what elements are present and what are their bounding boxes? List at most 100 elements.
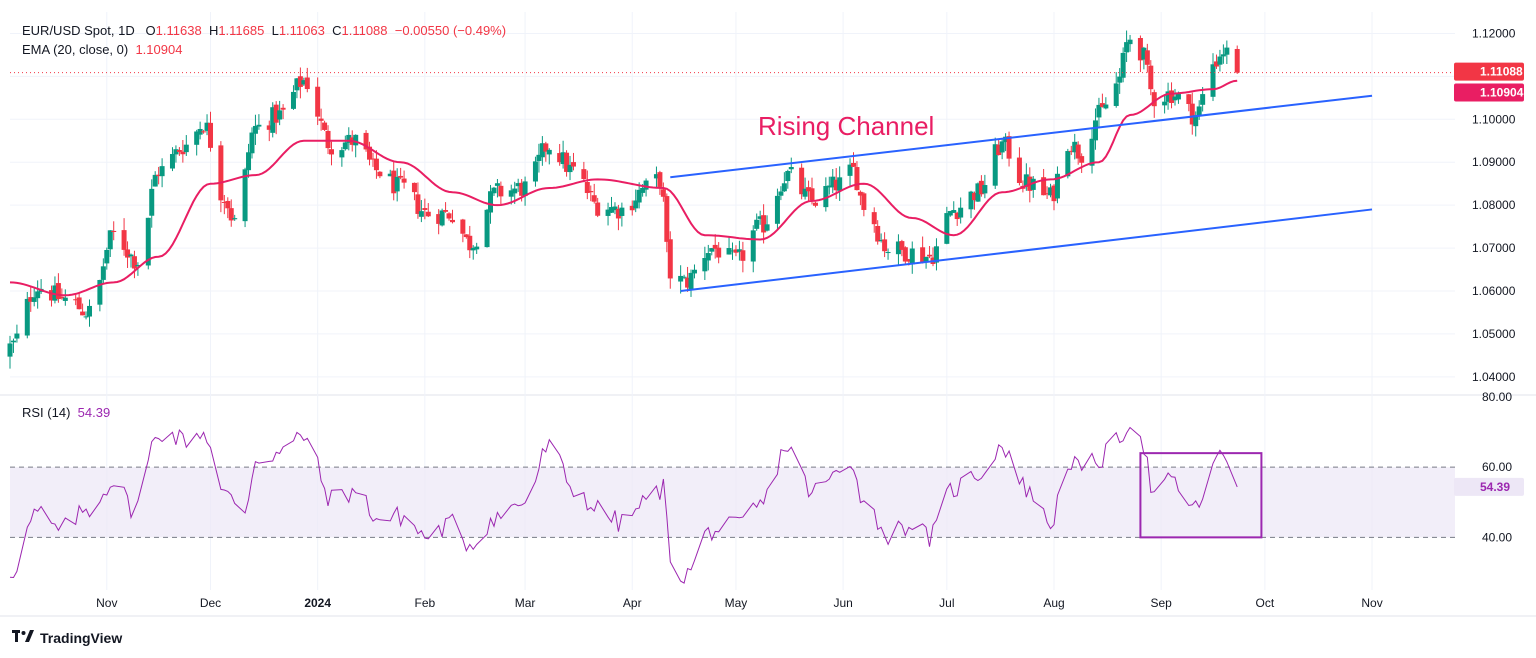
candle-body bbox=[315, 86, 321, 117]
candle-body bbox=[156, 174, 162, 177]
candle-body bbox=[754, 219, 760, 229]
rsi-tick-label: 80.00 bbox=[1482, 390, 1512, 404]
candle-body bbox=[391, 170, 397, 194]
candle-body bbox=[667, 239, 673, 279]
candle-body bbox=[854, 167, 860, 191]
candle-body bbox=[774, 195, 780, 224]
rsi-label: RSI (14) bbox=[22, 405, 71, 420]
candle-body bbox=[788, 167, 794, 170]
rsi-14-line bbox=[9, 426, 1238, 584]
candle-body bbox=[439, 210, 445, 226]
price-tick-label: 1.09000 bbox=[1472, 155, 1516, 169]
candle-body bbox=[100, 266, 106, 280]
candle-body bbox=[799, 167, 805, 195]
candle-body bbox=[882, 239, 888, 252]
candle-body bbox=[1016, 157, 1022, 183]
candle-body bbox=[515, 183, 521, 187]
candle-body bbox=[954, 212, 960, 220]
candle-body bbox=[1120, 52, 1126, 78]
candle-body bbox=[595, 202, 601, 216]
time-tick-label: Aug bbox=[1043, 596, 1064, 610]
candle-body bbox=[532, 161, 538, 182]
candle-body bbox=[546, 149, 552, 155]
candle-body bbox=[688, 272, 694, 290]
candle-body bbox=[204, 122, 210, 131]
candle-body bbox=[367, 146, 373, 160]
rsi-value-badge: 54.39 bbox=[1480, 480, 1510, 494]
candle-body bbox=[736, 249, 742, 252]
candle-body bbox=[951, 210, 957, 213]
time-tick-label: May bbox=[725, 596, 748, 610]
candlestick-series bbox=[7, 30, 1240, 369]
ema-value: 1.10904 bbox=[135, 42, 183, 57]
candle-body bbox=[584, 182, 590, 194]
candle-body bbox=[411, 182, 417, 193]
price-tick-label: 1.04000 bbox=[1472, 370, 1516, 384]
candle-body bbox=[975, 183, 981, 202]
candle-body bbox=[1169, 90, 1175, 103]
candle-body bbox=[643, 180, 649, 190]
candle-body bbox=[266, 125, 272, 130]
ema-label: EMA (20, close, 0) bbox=[22, 42, 129, 57]
candle-body bbox=[809, 188, 815, 201]
candle-body bbox=[474, 246, 480, 250]
price-legend: EUR/USD Spot, 1D O1.11638 H1.11685 L1.11… bbox=[22, 23, 506, 38]
candle-body bbox=[80, 311, 86, 316]
candle-body bbox=[1151, 92, 1157, 107]
time-tick-label: Mar bbox=[515, 596, 536, 610]
candle-body bbox=[685, 277, 691, 288]
candle-body bbox=[197, 128, 203, 135]
candle-body bbox=[1003, 136, 1009, 143]
ema-line bbox=[9, 79, 1238, 297]
candle-body bbox=[228, 208, 234, 221]
candle-body bbox=[560, 152, 566, 165]
candle-body bbox=[387, 173, 393, 177]
time-tick-label: Sep bbox=[1150, 596, 1172, 610]
candle-body bbox=[107, 230, 113, 250]
rsi-tick-label: 60.00 bbox=[1482, 460, 1512, 474]
candle-body bbox=[76, 297, 82, 310]
candle-body bbox=[591, 195, 597, 202]
candle-body bbox=[664, 196, 670, 242]
candle-body bbox=[733, 249, 739, 253]
candle-body bbox=[135, 265, 141, 267]
candle-body bbox=[1210, 64, 1216, 97]
channel-trendline bbox=[680, 208, 1373, 292]
candle-body bbox=[657, 172, 663, 187]
tradingview-branding[interactable]: TradingView bbox=[12, 629, 122, 647]
candle-body bbox=[691, 269, 697, 274]
candle-body bbox=[297, 76, 303, 87]
candle-body bbox=[1075, 144, 1081, 159]
candle-body bbox=[823, 186, 829, 208]
candle-body bbox=[449, 219, 455, 223]
candle-body bbox=[1220, 54, 1226, 57]
candle-body bbox=[208, 122, 214, 148]
candle-body bbox=[1089, 138, 1095, 166]
time-tick-label: Oct bbox=[1256, 596, 1275, 610]
candle-body bbox=[1044, 193, 1050, 195]
candle-body bbox=[830, 176, 836, 188]
tradingview-name: TradingView bbox=[40, 630, 123, 646]
candle-body bbox=[999, 141, 1005, 153]
candle-body bbox=[232, 218, 238, 220]
candle-body bbox=[270, 107, 276, 133]
candle-body bbox=[446, 213, 452, 219]
candle-body bbox=[923, 256, 929, 262]
candle-body bbox=[871, 212, 877, 225]
candle-body bbox=[933, 246, 939, 263]
candle-body bbox=[726, 248, 732, 255]
candle-body bbox=[346, 134, 352, 143]
candle-body bbox=[895, 241, 901, 255]
candle-body bbox=[629, 205, 635, 211]
candle-body bbox=[519, 182, 525, 196]
high-value: 1.11685 bbox=[218, 23, 265, 38]
candle-body bbox=[581, 169, 587, 179]
axes: 1.120001.110001.100001.090001.080001.070… bbox=[96, 26, 1516, 610]
candle-body bbox=[1051, 185, 1057, 202]
candle-body bbox=[183, 144, 189, 153]
candle-body bbox=[1113, 83, 1119, 106]
candle-body bbox=[342, 142, 348, 150]
candle-body bbox=[463, 234, 469, 238]
